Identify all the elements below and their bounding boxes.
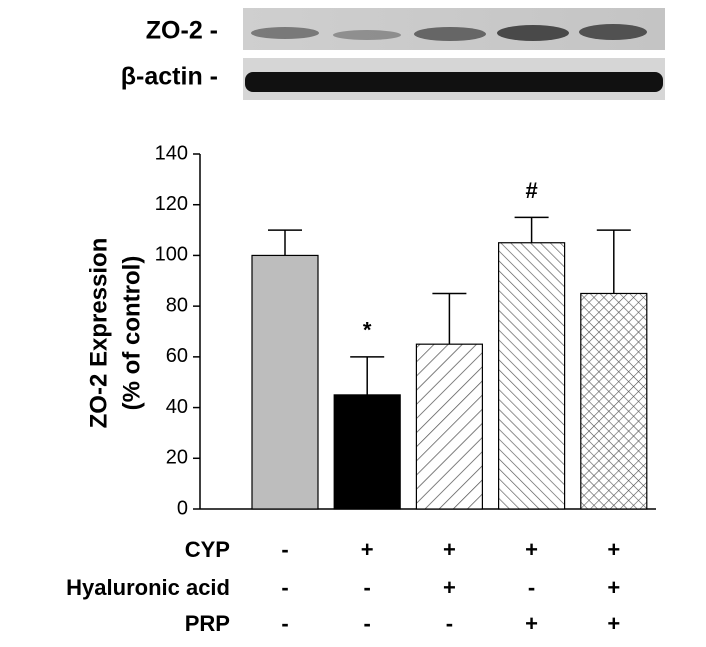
y-tick-label: 140 <box>155 142 188 164</box>
condition-sign: + <box>525 537 538 562</box>
condition-label: PRP <box>185 611 230 636</box>
condition-sign: - <box>364 611 371 636</box>
y-tick-label: 100 <box>155 244 188 266</box>
y-tick-label: 60 <box>166 345 188 367</box>
condition-sign: - <box>364 575 371 600</box>
condition-sign: - <box>446 611 453 636</box>
y-tick-label: 80 <box>166 294 188 316</box>
y-tick-label: 20 <box>166 447 188 469</box>
bar <box>251 254 319 510</box>
blot-label: β-actin - <box>121 63 218 91</box>
y-axis-label: (% of control) <box>118 256 145 411</box>
blot-image <box>243 8 665 100</box>
condition-label: Hyaluronic acid <box>66 575 230 600</box>
condition-sign: + <box>361 537 374 562</box>
annotation: * <box>363 318 372 343</box>
condition-sign: + <box>443 537 456 562</box>
blot-label: ZO-2 - <box>146 17 218 45</box>
y-tick-label: 40 <box>166 396 188 418</box>
y-axis-label: ZO-2 Expression <box>85 238 112 429</box>
condition-sign: + <box>607 611 620 636</box>
condition-sign: + <box>607 575 620 600</box>
condition-sign: - <box>281 575 288 600</box>
condition-sign: - <box>281 611 288 636</box>
annotation: # <box>525 178 537 203</box>
condition-sign: + <box>525 611 538 636</box>
condition-sign: + <box>443 575 456 600</box>
y-tick-label: 0 <box>177 497 188 519</box>
condition-sign: - <box>281 537 288 562</box>
bar <box>415 343 483 510</box>
bar <box>580 292 648 510</box>
bar <box>498 242 566 510</box>
bar <box>333 394 401 510</box>
y-tick-label: 120 <box>155 193 188 215</box>
condition-sign: + <box>607 537 620 562</box>
condition-label: CYP <box>185 537 230 562</box>
condition-sign: - <box>528 575 535 600</box>
